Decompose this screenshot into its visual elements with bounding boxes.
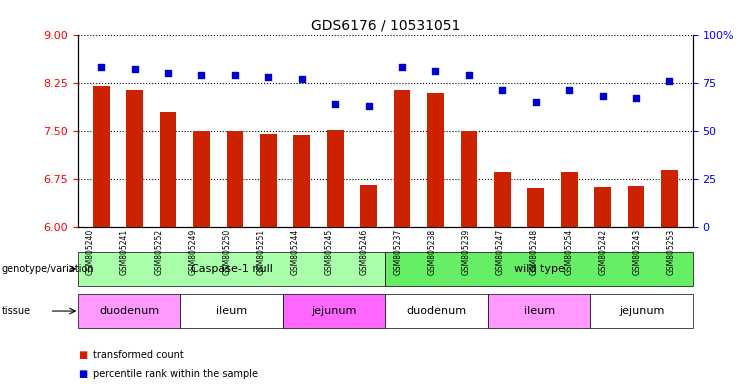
Point: [630, 95, 642, 101]
Text: Caspase-1 null: Caspase-1 null: [190, 264, 273, 274]
Text: GSM805242: GSM805242: [599, 228, 608, 275]
Text: GSM805241: GSM805241: [120, 228, 129, 275]
Bar: [661, 170, 678, 227]
Point: [530, 99, 542, 105]
Bar: [528, 188, 544, 227]
Text: ileum: ileum: [216, 306, 247, 316]
Text: ■: ■: [78, 369, 87, 379]
Bar: [160, 112, 176, 227]
Text: GSM805238: GSM805238: [428, 228, 436, 275]
Text: GSM805253: GSM805253: [667, 228, 676, 275]
Text: GSM805248: GSM805248: [530, 228, 539, 275]
Text: GSM805240: GSM805240: [86, 228, 95, 275]
Text: jejunum: jejunum: [311, 306, 356, 316]
Text: GSM805251: GSM805251: [256, 228, 266, 275]
Text: GSM805244: GSM805244: [291, 228, 300, 275]
Point: [430, 68, 442, 74]
Text: GSM805239: GSM805239: [462, 228, 471, 275]
Text: ■: ■: [78, 350, 87, 360]
Text: duodenum: duodenum: [99, 306, 159, 316]
Bar: [427, 93, 444, 227]
Bar: [126, 90, 143, 227]
Bar: [293, 135, 310, 227]
Text: GSM805249: GSM805249: [188, 228, 197, 275]
Point: [96, 64, 107, 70]
Text: ileum: ileum: [523, 306, 555, 316]
Point: [597, 93, 608, 99]
Text: GSM805237: GSM805237: [393, 228, 402, 275]
Point: [229, 72, 241, 78]
Title: GDS6176 / 10531051: GDS6176 / 10531051: [310, 18, 460, 32]
Point: [329, 101, 341, 107]
Text: GSM805245: GSM805245: [325, 228, 334, 275]
Bar: [561, 172, 577, 227]
Bar: [360, 185, 377, 227]
Point: [129, 66, 141, 72]
Text: GSM805246: GSM805246: [359, 228, 368, 275]
Bar: [260, 134, 276, 227]
Bar: [193, 131, 210, 227]
Text: GSM805254: GSM805254: [564, 228, 574, 275]
Point: [196, 72, 207, 78]
Text: GSM805243: GSM805243: [633, 228, 642, 275]
Point: [563, 87, 575, 93]
Text: percentile rank within the sample: percentile rank within the sample: [93, 369, 258, 379]
Point: [296, 76, 308, 82]
Bar: [594, 187, 611, 227]
Text: wild type: wild type: [514, 264, 565, 274]
Bar: [460, 131, 477, 227]
Text: GSM805247: GSM805247: [496, 228, 505, 275]
Text: GSM805252: GSM805252: [154, 228, 163, 275]
Text: tissue: tissue: [1, 306, 30, 316]
Text: jejunum: jejunum: [619, 306, 664, 316]
Text: transformed count: transformed count: [93, 350, 183, 360]
Bar: [393, 90, 411, 227]
Point: [362, 103, 374, 109]
Text: genotype/variation: genotype/variation: [1, 264, 94, 274]
Bar: [327, 130, 344, 227]
Bar: [628, 186, 645, 227]
Point: [663, 78, 675, 84]
Bar: [93, 86, 110, 227]
Point: [463, 72, 475, 78]
Text: GSM805250: GSM805250: [222, 228, 231, 275]
Point: [396, 64, 408, 70]
Point: [262, 74, 274, 80]
Bar: [494, 172, 511, 227]
Point: [496, 87, 508, 93]
Bar: [227, 131, 243, 227]
Point: [162, 70, 174, 76]
Text: duodenum: duodenum: [407, 306, 467, 316]
